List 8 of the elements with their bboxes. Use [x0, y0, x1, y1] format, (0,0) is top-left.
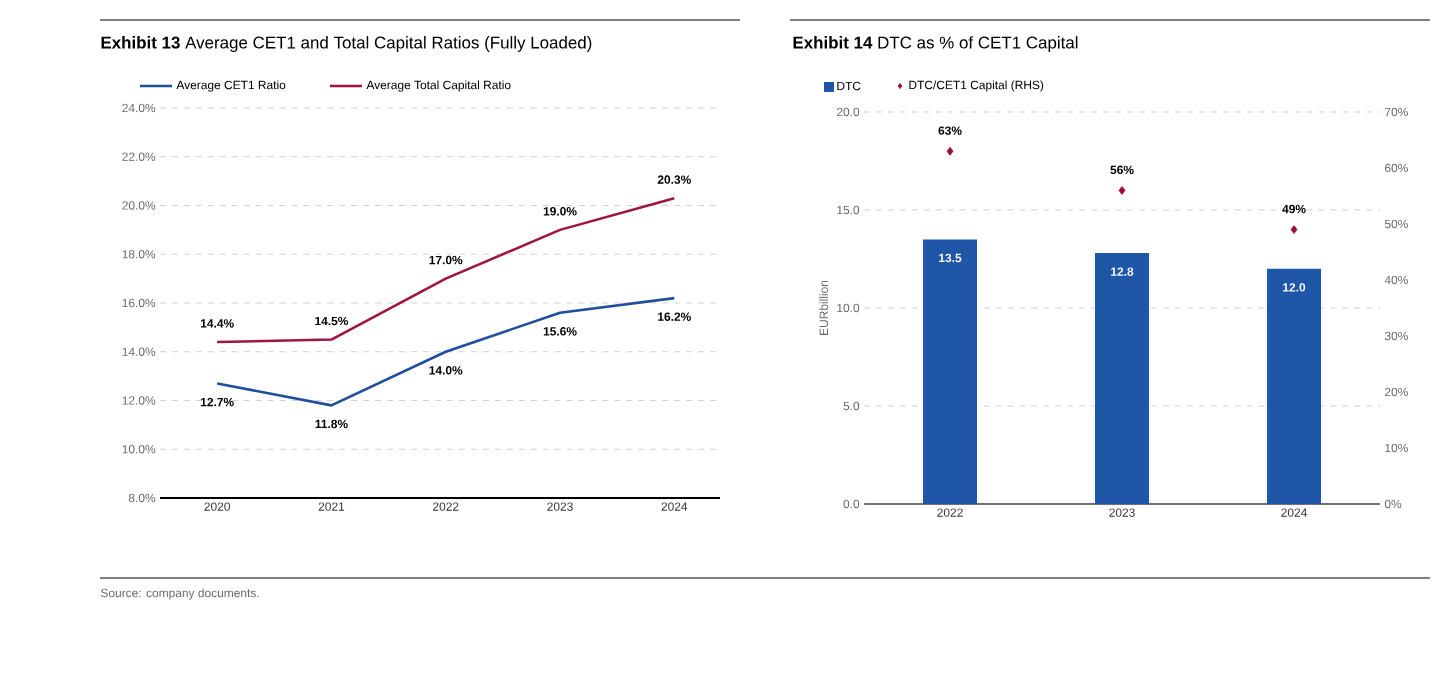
bar: [1267, 268, 1322, 504]
chart-title: Exhibit 13 Average CET1 and Total Capital Ratios (Fully Loaded): [101, 36, 592, 52]
point: [946, 146, 954, 156]
point: [1290, 225, 1298, 234]
bar: [1095, 253, 1150, 504]
point: [1118, 186, 1126, 195]
chart-title: Exhibit 14 DTC as % of CET1 Capital: [793, 36, 1078, 52]
bar: [923, 239, 978, 504]
